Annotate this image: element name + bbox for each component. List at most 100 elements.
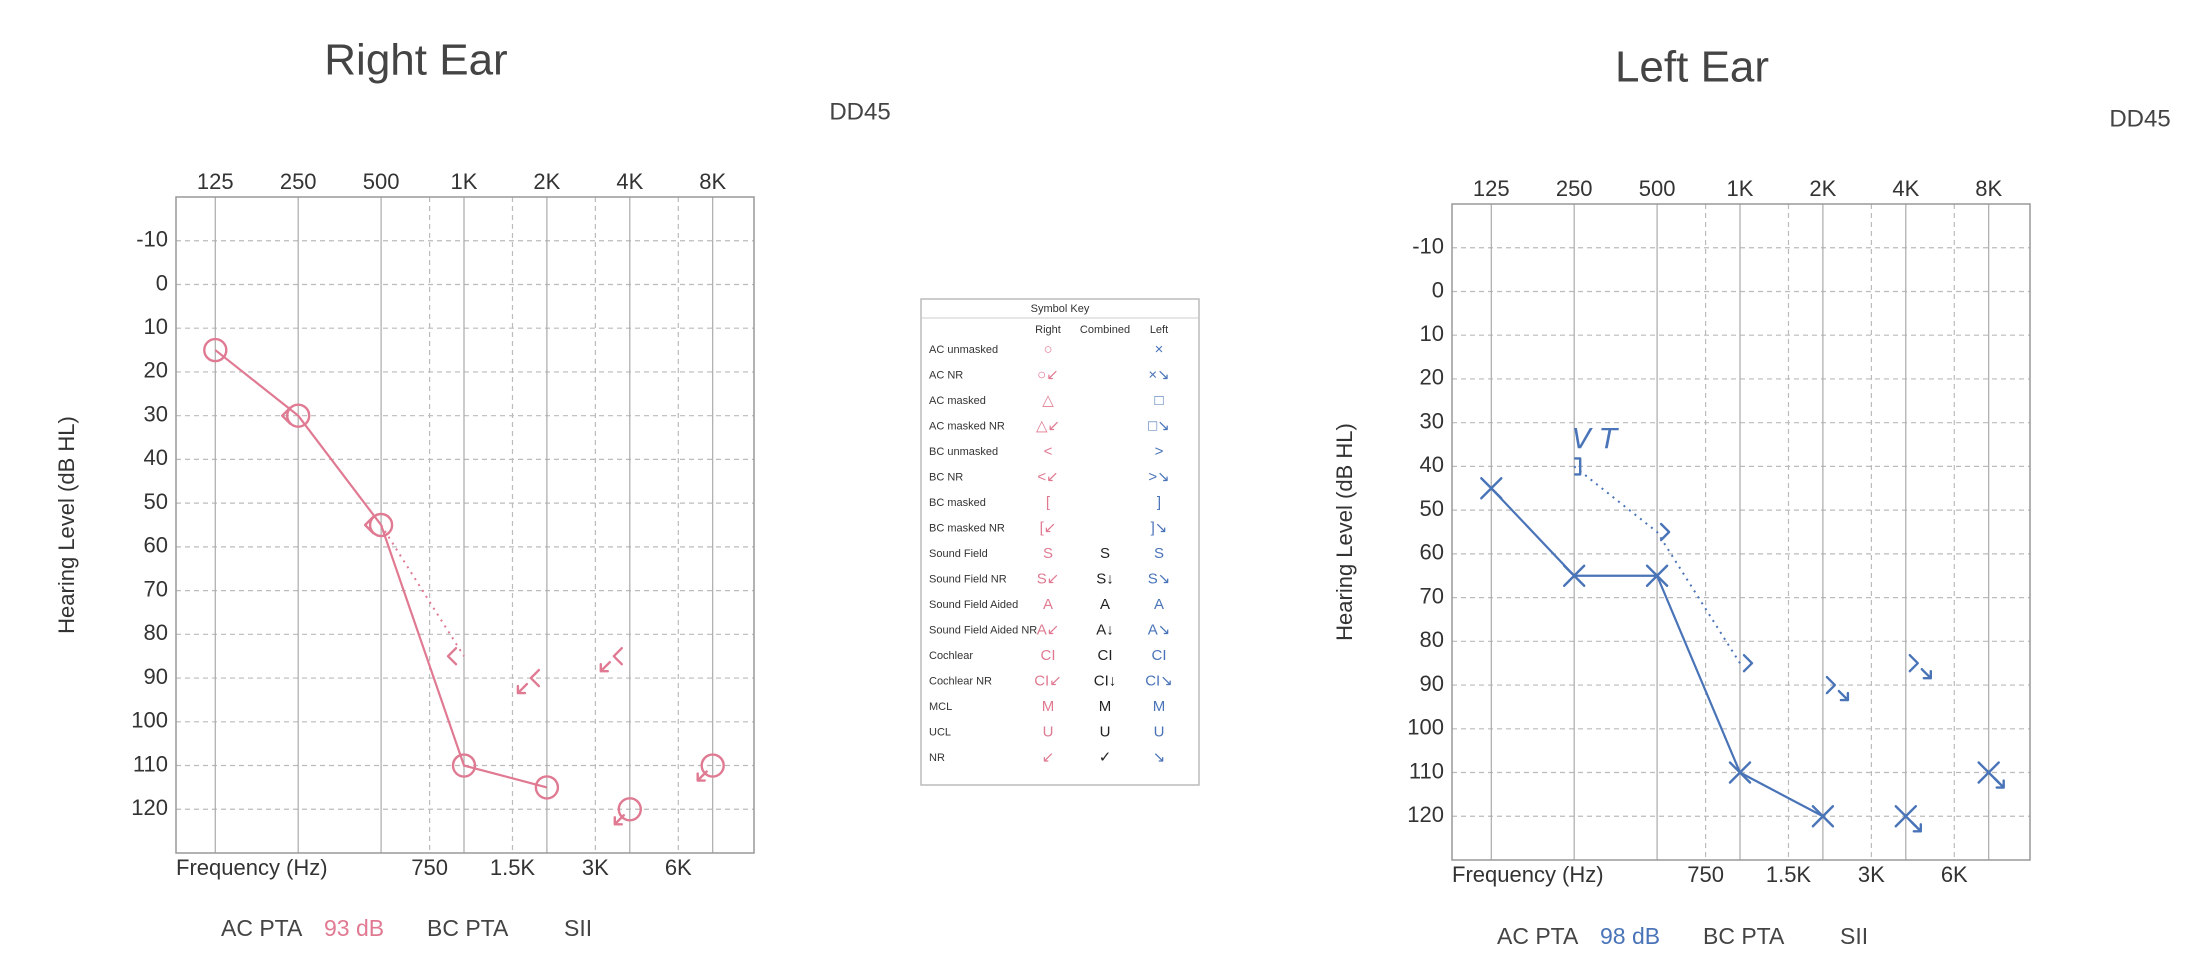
marker-circle <box>700 753 725 778</box>
threshold-marker <box>1908 654 1932 680</box>
x-tick-label: 125 <box>1473 176 1510 201</box>
y-tick-label: 100 <box>131 708 168 733</box>
marker-bc <box>1908 654 1919 673</box>
threshold-marker <box>203 337 228 363</box>
symbol-key-label: NR <box>929 752 945 764</box>
x2-tick-label: 3K <box>582 855 609 880</box>
symbol-key-label: Cochlear <box>929 650 973 662</box>
y-tick-label: 0 <box>156 270 168 295</box>
annotation: V T <box>1572 422 1619 455</box>
symbol-key-symbol: A <box>1100 596 1110 613</box>
y-tick-label: 70 <box>1420 583 1444 608</box>
marker-circle <box>451 753 477 778</box>
symbol-key-symbol: ] <box>1157 494 1161 511</box>
no-response-arrow <box>599 661 611 673</box>
y-tick-label: 40 <box>1420 452 1444 477</box>
symbol-key-symbol: S <box>1100 545 1110 562</box>
symbol-key-symbol: △ <box>1042 392 1054 409</box>
threshold-marker <box>451 753 477 778</box>
symbol-key-box <box>920 298 1200 786</box>
symbol-key-symbol: A↘ <box>1148 621 1171 638</box>
series-line <box>1573 465 1741 664</box>
x-tick-label: 250 <box>1556 176 1593 201</box>
symbol-key-symbol: ○ <box>1043 341 1052 358</box>
marker-bc <box>446 647 458 666</box>
symbol-key-symbol: CI <box>1098 647 1113 664</box>
symbol-key-symbol: <↙ <box>1037 468 1058 485</box>
symbol-key-column: Combined <box>1080 324 1130 336</box>
marker-x <box>1728 761 1752 784</box>
no-response-arrow <box>613 814 625 826</box>
symbol-key-symbol: CI↓ <box>1094 672 1117 689</box>
x2-tick-label: 750 <box>1687 862 1724 887</box>
symbol-key-symbol: S <box>1043 545 1053 562</box>
x2-tick-label: 1.5K <box>1766 862 1812 887</box>
threshold-marker <box>1811 805 1835 828</box>
marker-bc <box>280 406 292 425</box>
symbol-key-label: BC masked NR <box>929 522 1005 534</box>
threshold-marker <box>1825 675 1850 702</box>
threshold-marker <box>1480 477 1503 500</box>
series-line <box>380 524 465 657</box>
symbol-key-label: Sound Field NR <box>929 573 1007 585</box>
transducer: DD45 <box>2109 105 2170 132</box>
footer-text: SII <box>1840 923 1868 949</box>
y-tick-label: -10 <box>136 227 168 252</box>
symbol-key-symbol: M <box>1153 698 1166 715</box>
threshold-marker <box>285 403 311 428</box>
x-tick-label: 4K <box>616 169 643 194</box>
y-axis-label: Hearing Level (dB HL) <box>1332 423 1357 641</box>
threshold-marker <box>1573 457 1582 476</box>
y-tick-label: 30 <box>1420 408 1444 433</box>
marker-circle <box>285 403 311 428</box>
symbol-key-label: AC masked <box>929 395 986 407</box>
symbol-key-symbol: U <box>1100 723 1111 740</box>
symbol-key-symbol: A↓ <box>1096 621 1114 638</box>
marker-x <box>1811 805 1835 828</box>
symbol-key-label: BC masked <box>929 497 986 509</box>
marker-bc <box>529 668 541 688</box>
y-tick-label: 50 <box>144 489 168 514</box>
symbol-key-symbol: M <box>1099 698 1112 715</box>
threshold-marker <box>280 406 292 425</box>
y-tick-label: 20 <box>144 358 168 383</box>
threshold-marker <box>368 512 394 538</box>
symbol-key-symbol: ↘ <box>1153 749 1166 766</box>
marker-circle <box>368 512 394 538</box>
x-tick-label: 2K <box>533 169 560 194</box>
symbol-key-symbol: CI <box>1152 647 1167 664</box>
symbol-key-symbol: U <box>1043 723 1054 740</box>
x-tick-label: 1K <box>1727 176 1754 201</box>
y-tick-label: 50 <box>1420 496 1444 521</box>
symbol-key-label: BC unmasked <box>929 446 998 458</box>
x-tick-label: 4K <box>1892 176 1919 201</box>
marker-circle <box>203 337 228 363</box>
threshold-marker <box>1659 522 1671 542</box>
y-tick-label: 40 <box>144 445 168 470</box>
symbol-key-label: AC NR <box>929 369 963 381</box>
y-tick-label: 10 <box>144 314 168 339</box>
audiogram: Left Ear DD45 -10 0 10 20 30 40 50 60 70 80 90 100 110… <box>1332 43 2171 949</box>
symbol-key-symbol: ]↘ <box>1151 519 1168 536</box>
symbol-key-symbol: < <box>1044 443 1053 460</box>
symbol-key-symbol: CI↘ <box>1145 672 1173 689</box>
no-response-arrow <box>1837 689 1850 702</box>
marker-bc <box>1825 675 1837 695</box>
x-tick-label: 500 <box>1639 176 1676 201</box>
y-tick-label: 80 <box>1420 627 1444 652</box>
threshold-marker <box>696 753 725 782</box>
symbol-key-symbol: □↘ <box>1148 417 1170 434</box>
x-tick-label: 1K <box>451 169 478 194</box>
symbol-key-label: Sound Field <box>929 548 988 560</box>
marker-bc <box>612 647 623 666</box>
y-tick-label: 120 <box>131 795 168 820</box>
x2-tick-label: 6K <box>1941 862 1968 887</box>
symbol-key-symbol: S↘ <box>1148 570 1171 587</box>
chart-title: Right Ear <box>324 36 507 85</box>
symbol-key-symbol: CI <box>1041 647 1056 664</box>
symbol-key-symbol: S↙ <box>1037 570 1060 587</box>
symbol-key-label: UCL <box>929 726 951 738</box>
audiogram: Right Ear DD45 -10 0 10 20 30 40 50 60 70 80 90 100 11… <box>54 36 891 941</box>
series-line <box>214 349 548 789</box>
x-tick-label: 8K <box>1975 176 2002 201</box>
